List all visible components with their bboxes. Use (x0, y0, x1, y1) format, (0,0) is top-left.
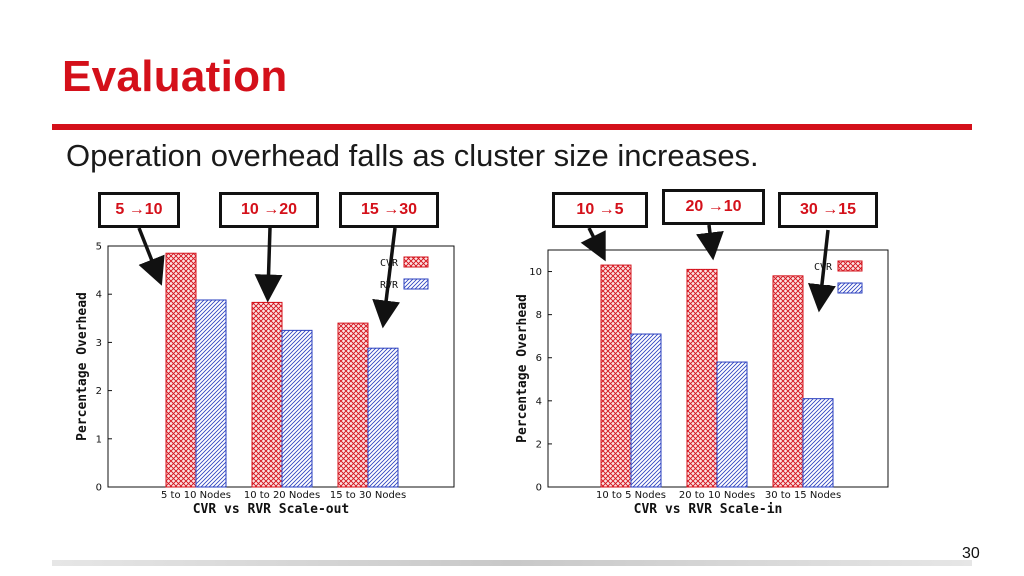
y-tick-label: 6 (536, 353, 542, 364)
y-tick-label: 4 (96, 290, 102, 301)
y-tick-label: 0 (96, 483, 102, 494)
slide-subtitle: Operation overhead falls as cluster size… (66, 138, 759, 173)
y-tick-label: 5 (96, 242, 102, 253)
y-axis-title: Percentage Overhead (515, 294, 530, 443)
x-category-label: 15 to 30 Nodes (330, 490, 406, 501)
bar-cvr-3 (772, 275, 804, 488)
callout-20-to-10: 20 →10 (662, 189, 765, 225)
callout-5-to-10: 5 →10 (98, 192, 180, 228)
y-tick-label: 3 (96, 338, 102, 349)
bar-cvr-2 (686, 268, 718, 488)
callout-10-to-5: 10 →5 (552, 192, 648, 228)
arrow-15-to-30 (372, 227, 401, 329)
arrow-10-to-5 (580, 227, 606, 262)
bar-rvr-1 (630, 333, 662, 488)
page-number: 30 (962, 545, 980, 562)
y-axis-title: Percentage Overhead (76, 292, 90, 441)
footer-divider (52, 560, 972, 566)
y-tick-label: 2 (536, 439, 542, 450)
x-category-label: 10 to 5 Nodes (596, 490, 666, 501)
callout-30-to-15: 30 →15 (778, 192, 878, 228)
bar-rvr-3 (802, 398, 834, 488)
y-tick-label: 0 (536, 483, 542, 494)
x-category-label: 30 to 15 Nodes (765, 490, 841, 501)
y-tick-label: 10 (529, 267, 542, 278)
y-tick-label: 1 (96, 434, 102, 445)
chart-title: CVR vs RVR Scale-in (634, 502, 783, 517)
bar-rvr-3 (367, 347, 399, 488)
title-divider (52, 124, 972, 130)
bar-cvr-1 (600, 264, 632, 488)
x-category-label: 10 to 20 Nodes (244, 490, 320, 501)
bar-rvr-1 (195, 299, 227, 488)
callout-15-to-30: 15 →30 (339, 192, 439, 228)
legend-swatch-rvr (403, 278, 429, 290)
slide-title: Evaluation (62, 52, 288, 101)
arrow-20-to-10 (696, 224, 724, 261)
legend-swatch-cvr (837, 260, 863, 272)
y-tick-label: 4 (536, 396, 542, 407)
chart-title: CVR vs RVR Scale-out (193, 502, 350, 517)
y-tick-label: 2 (96, 386, 102, 397)
bar-cvr-1 (165, 252, 197, 488)
legend-swatch-rvr (837, 282, 863, 294)
arrow-30-to-15 (808, 229, 836, 313)
legend-swatch-cvr (403, 256, 429, 268)
x-category-label: 5 to 10 Nodes (161, 490, 231, 501)
x-category-label: 20 to 10 Nodes (679, 490, 755, 501)
callout-10-to-20: 10 →20 (219, 192, 319, 228)
bar-rvr-2 (281, 329, 313, 488)
bar-cvr-3 (337, 322, 369, 488)
y-tick-label: 8 (536, 310, 542, 321)
arrow-10-to-20 (254, 227, 283, 303)
arrow-5-to-10 (137, 227, 165, 286)
scale-in-chart: 0 2 4 6 8 10 Percentage Overhead 10 to 5 Nodes 2… (508, 236, 894, 518)
bar-rvr-2 (716, 361, 748, 488)
